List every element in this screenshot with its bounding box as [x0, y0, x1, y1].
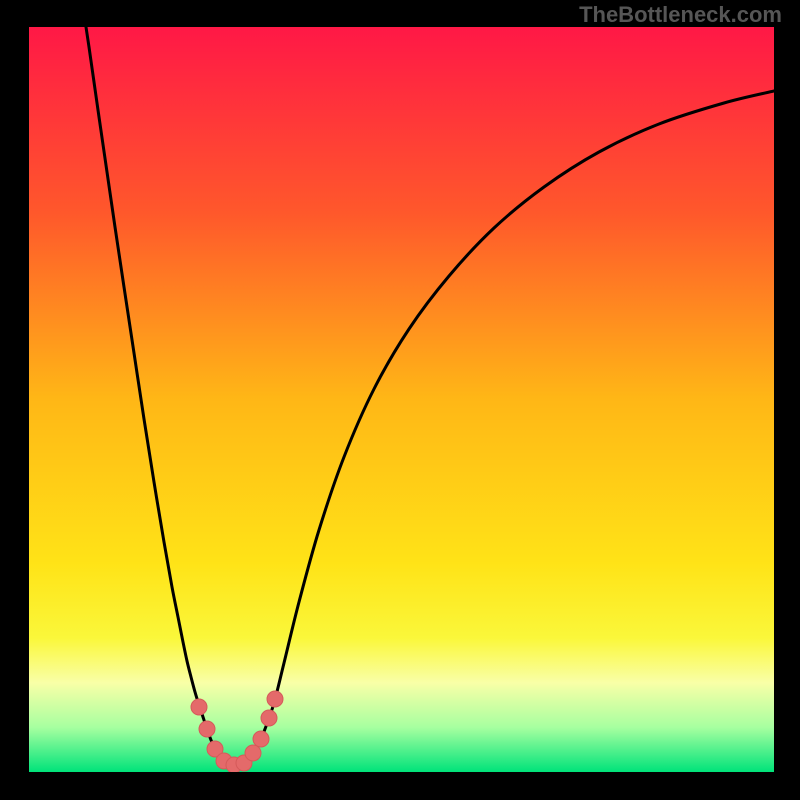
marker-dot — [191, 699, 207, 715]
watermark-text: TheBottleneck.com — [579, 2, 782, 28]
marker-dot — [253, 731, 269, 747]
chart-outer: TheBottleneck.com — [0, 0, 800, 800]
marker-dot — [261, 710, 277, 726]
plot-svg — [29, 27, 774, 772]
marker-dot — [199, 721, 215, 737]
plot-area — [29, 27, 774, 772]
marker-dot — [245, 745, 261, 761]
marker-dot — [267, 691, 283, 707]
